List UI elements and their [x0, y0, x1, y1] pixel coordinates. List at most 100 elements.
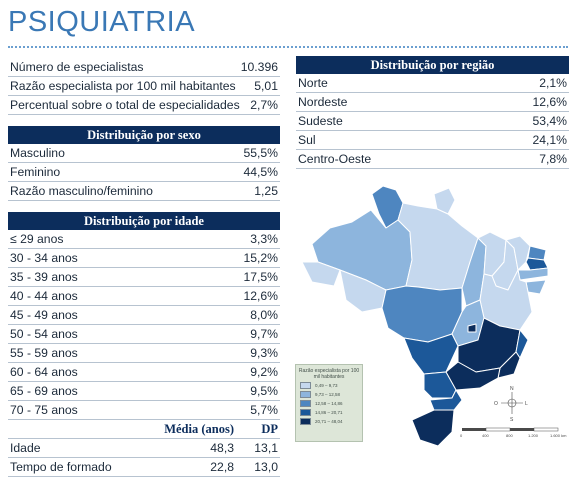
compass-east: L — [525, 401, 528, 407]
legend-swatch — [300, 391, 311, 398]
row-value: 53,4% — [532, 114, 567, 128]
row-label: 70 - 75 anos — [10, 403, 78, 417]
row-label: Feminino — [10, 165, 61, 179]
row-label: Razão especialista por 100 mil habitante… — [10, 79, 236, 93]
compass-north: N — [510, 386, 514, 392]
map-legend: Razão especialista por 100 mil habitante… — [295, 364, 363, 442]
row-label: Centro-Oeste — [298, 152, 372, 166]
state-pa — [397, 202, 479, 291]
row-label: Razão masculino/feminino — [10, 184, 153, 198]
summary-table: Número de especialistas 10.396 Razão espe… — [8, 58, 280, 115]
state-ms — [403, 333, 459, 375]
row-label: 65 - 69 anos — [10, 384, 78, 398]
sex-distribution-header: Distribuição por sexo — [8, 126, 280, 144]
state-ce — [505, 235, 531, 271]
row-label: 60 - 64 anos — [10, 365, 78, 379]
region-row: Nordeste 12,6% — [296, 93, 569, 112]
state-ro — [339, 269, 387, 313]
age-row: 65 - 69 anos 9,5% — [8, 382, 280, 401]
row-value: 9,2% — [250, 365, 278, 379]
row-label: 45 - 49 anos — [10, 308, 78, 322]
scale-label: 1.200 — [528, 433, 539, 438]
row-value: 12,6% — [532, 95, 567, 109]
row-value: 15,2% — [243, 251, 278, 265]
sex-row: Razão masculino/feminino 1,25 — [8, 182, 280, 201]
region-row: Norte 2,1% — [296, 74, 569, 93]
region-distribution-header: Distribuição por região — [296, 56, 569, 74]
scale-label: 1.600 km — [550, 433, 567, 438]
scale-label: 0 — [460, 433, 463, 438]
state-ma — [477, 231, 507, 277]
sex-row: Feminino 44,5% — [8, 163, 280, 182]
legend-item: 14,86 – 20,71 — [300, 409, 362, 416]
legend-label: 14,86 – 20,71 — [315, 410, 343, 415]
age-stats-header: Média (anos) DP — [8, 420, 280, 439]
legend-label: 12,58 – 14,86 — [315, 401, 343, 406]
state-go — [451, 299, 485, 347]
state-ap — [433, 187, 456, 215]
title-divider — [8, 46, 568, 48]
legend-item: 9,73 – 12,58 — [300, 391, 362, 398]
row-label: Norte — [298, 76, 328, 90]
row-value: 1,25 — [254, 184, 278, 198]
row-value: 10.396 — [240, 60, 278, 74]
legend-swatch — [300, 382, 311, 389]
legend-label: 9,73 – 12,58 — [315, 392, 341, 397]
state-to — [461, 237, 487, 307]
row-label: 50 - 54 anos — [10, 327, 78, 341]
row-label: 30 - 34 anos — [10, 251, 78, 265]
region-row: Sudeste 53,4% — [296, 112, 569, 131]
map-legend-title: Razão especialista por 100 mil habitante… — [298, 368, 360, 380]
legend-label: 20,71 – 48,04 — [315, 419, 343, 424]
legend-swatch — [300, 418, 311, 425]
row-value: 55,5% — [243, 146, 278, 160]
state-pi — [491, 239, 519, 291]
row-label: 40 - 44 anos — [10, 289, 78, 303]
row-value: 7,8% — [539, 152, 567, 166]
region-distribution-table: Distribuição por região Norte 2,1% Nordes… — [296, 56, 569, 169]
row-value: 8,0% — [250, 308, 278, 322]
row-label: Masculino — [10, 146, 65, 160]
state-rs — [411, 409, 455, 447]
state-rn — [527, 245, 547, 261]
row-dp: 13,0 — [254, 460, 278, 474]
age-row: 45 - 49 anos 8,0% — [8, 306, 280, 325]
row-value: 9,7% — [250, 327, 278, 341]
state-al-se — [525, 279, 547, 295]
age-row: 40 - 44 anos 12,6% — [8, 287, 280, 306]
row-label: Sul — [298, 133, 316, 147]
state-es — [515, 329, 529, 359]
scale-label: 800 — [506, 433, 513, 438]
page-title: PSIQUIATRIA — [8, 6, 196, 38]
sex-distribution-table: Distribuição por sexo Masculino 55,5% Fem… — [8, 126, 280, 201]
row-label: Tempo de formado — [10, 460, 112, 474]
age-row: ≤ 29 anos 3,3% — [8, 230, 280, 249]
row-value: 2,7% — [250, 98, 278, 112]
row-label: Idade — [10, 441, 41, 455]
row-value: 5,7% — [250, 403, 278, 417]
age-row: 30 - 34 anos 15,2% — [8, 249, 280, 268]
state-pr — [423, 371, 457, 399]
summary-row: Percentual sobre o total de especialidad… — [8, 96, 280, 115]
sex-row: Masculino 55,5% — [8, 144, 280, 163]
row-label: Percentual sobre o total de especialidad… — [10, 98, 240, 112]
state-df — [467, 323, 477, 333]
row-label: 55 - 59 anos — [10, 346, 78, 360]
state-sp — [445, 361, 501, 391]
row-value: 12,6% — [243, 289, 278, 303]
summary-row: Razão especialista por 100 mil habitante… — [8, 77, 280, 96]
state-am — [311, 209, 413, 291]
region-row: Sul 24,1% — [296, 131, 569, 150]
legend-swatch — [300, 400, 311, 407]
row-value: 9,5% — [250, 384, 278, 398]
state-ba — [479, 269, 533, 331]
age-row: 55 - 59 anos 9,3% — [8, 344, 280, 363]
compass-south: S — [510, 417, 514, 423]
state-rj — [497, 351, 521, 379]
row-value: 2,1% — [539, 76, 567, 90]
row-value: 17,5% — [243, 270, 278, 284]
compass-west: O — [494, 401, 498, 407]
state-mg — [457, 317, 521, 373]
scale-bar — [462, 427, 559, 432]
row-label: 35 - 39 anos — [10, 270, 78, 284]
